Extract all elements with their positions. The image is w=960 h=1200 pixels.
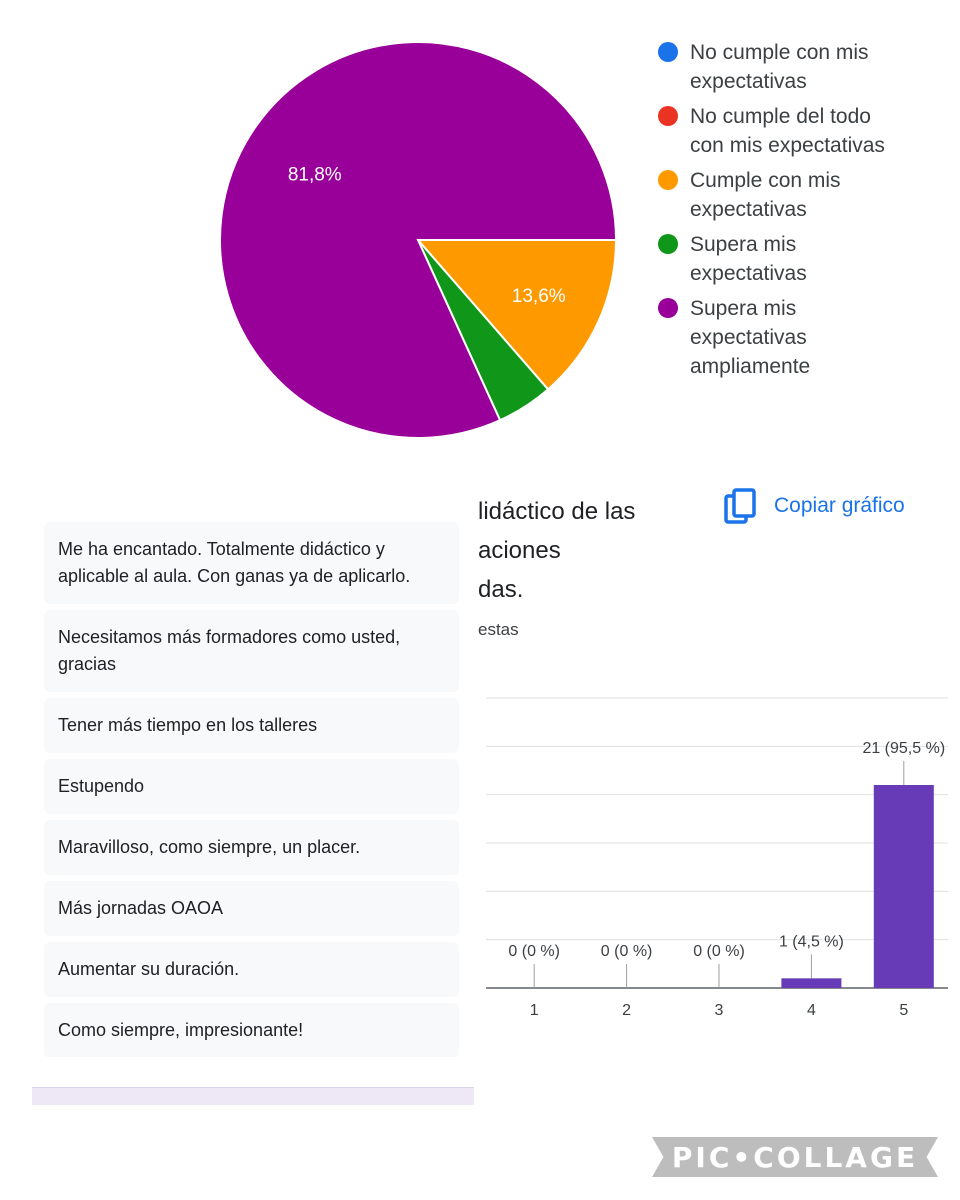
copy-chart-button[interactable]: Copiar gráfico xyxy=(724,488,905,524)
comment-card: Maravilloso, como siempre, un placer. xyxy=(44,820,459,875)
copy-icon xyxy=(724,488,756,524)
legend-dot xyxy=(658,234,678,254)
bar-data-label: 1 (4,5 %) xyxy=(779,933,844,950)
legend-item-no-cumple-del-todo: No cumple del todo con mis expectativas xyxy=(658,102,958,160)
bar-data-label: 0 (0 %) xyxy=(508,943,560,960)
x-tick-label: 3 xyxy=(715,1002,724,1019)
bar-data-label: 0 (0 %) xyxy=(601,943,653,960)
pie-data-label: 81,8% xyxy=(288,165,342,186)
legend-label: Cumple con mis expectativas xyxy=(690,169,841,221)
bar-chart: 0 (0 %) 1 0 (0 %) 2 0 (0 %) 3 1 (4,5 %) 4 21 (95… xyxy=(486,697,948,1019)
legend-label: No cumple del todo con mis expectativas xyxy=(690,105,885,157)
legend-item-supera: Supera mis expectativas xyxy=(658,230,958,288)
comment-card: Aumentar su duración. xyxy=(44,942,459,997)
x-tick-label: 5 xyxy=(899,1002,908,1019)
x-tick-label: 4 xyxy=(807,1002,816,1019)
legend-item-no-cumple: No cumple con mis expectativas xyxy=(658,38,958,96)
question-title: lidáctico de las aciones das. xyxy=(478,492,708,609)
x-tick-label: 1 xyxy=(530,1002,539,1019)
bar xyxy=(781,978,842,988)
legend-item-supera-ampliamente: Supera mis expectativas ampliamente xyxy=(658,294,958,381)
bar-data-label: 21 (95,5 %) xyxy=(862,740,945,757)
comment-card: Necesitamos más formadores como usted, g… xyxy=(44,610,459,692)
legend-label: No cumple con mis expectativas xyxy=(690,41,869,93)
legend-label: Supera mis expectativas xyxy=(690,233,807,285)
pie-data-label: 13,6% xyxy=(512,286,566,307)
pie-chart: 13,6% 81,8% xyxy=(219,41,618,439)
comment-list: Me ha encantado. Totalmente didáctico y … xyxy=(44,522,459,1057)
comment-card: Como siempre, impresionante! xyxy=(44,1003,459,1057)
legend-dot xyxy=(658,106,678,126)
comment-card: Tener más tiempo en los talleres xyxy=(44,698,459,753)
legend-label: Supera mis expectativas ampliamente xyxy=(690,297,811,378)
copy-chart-label: Copiar gráfico xyxy=(774,494,905,517)
legend-dot xyxy=(658,170,678,190)
comment-card: Más jornadas OAOA xyxy=(44,881,459,936)
pie-slice xyxy=(219,41,618,439)
pie-legend: No cumple con mis expectativas No cumple… xyxy=(658,38,958,387)
watermark-text: PIC•COLLAGE xyxy=(671,1140,919,1174)
pie-slice xyxy=(415,239,618,391)
comment-card: Estupendo xyxy=(44,759,459,814)
legend-item-cumple: Cumple con mis expectativas xyxy=(658,166,958,224)
question-title-line: lidáctico de las xyxy=(478,498,636,525)
legend-dot xyxy=(658,42,678,62)
legend-dot xyxy=(658,298,678,318)
comment-card: Me ha encantado. Totalmente didáctico y … xyxy=(44,522,459,604)
bar xyxy=(873,785,934,988)
bar-data-label: 0 (0 %) xyxy=(693,943,745,960)
responses-count: estas xyxy=(478,620,519,639)
x-tick-label: 2 xyxy=(622,1002,631,1019)
pic-collage-watermark: PIC•COLLAGE xyxy=(652,1137,938,1177)
question-title-line: das. xyxy=(478,576,524,603)
question-title-line: aciones xyxy=(478,537,561,564)
bottom-bar xyxy=(32,1087,474,1105)
